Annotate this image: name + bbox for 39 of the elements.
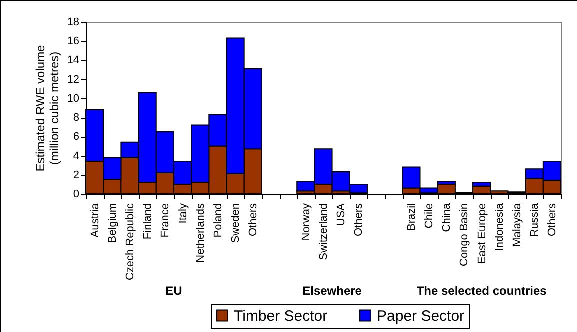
x-tick-label: Congo Basin: [458, 204, 471, 266]
x-tick-label: Sweden: [230, 204, 242, 244]
x-tick-label: Italy: [177, 203, 190, 224]
x-tick-label: Austria: [89, 202, 102, 238]
y-tick-label: 8: [73, 112, 80, 124]
x-tick-label: Russia: [529, 202, 542, 238]
x-tick-label: China: [441, 202, 454, 232]
x-tick-label: Brazil: [406, 204, 418, 232]
x-tick-label: Finland: [142, 204, 154, 240]
x-tick-label: Belgium: [106, 204, 119, 244]
x-tick-label: Czech Republic: [124, 203, 136, 281]
y-tick-label: 12: [67, 74, 80, 86]
text: The selected countries: [416, 284, 548, 298]
x-tick-label: Switzerland: [318, 204, 330, 260]
y-tick-label: 6: [73, 131, 80, 144]
y-tick-label: 4: [73, 150, 80, 162]
x-tick-label: Others: [248, 203, 260, 237]
x-tick-label: Others: [353, 203, 366, 237]
legend-label: Paper Sector: [377, 308, 465, 325]
y-tick-label: 18: [67, 16, 80, 28]
legend-label: Timber Sector: [234, 308, 328, 325]
text: EU: [166, 284, 182, 298]
x-tick-label: Others: [546, 203, 559, 237]
y-axis-title: Estimated RWE volume (million cubic metres): [33, 44, 62, 172]
y-tick-label: 16: [67, 36, 80, 48]
x-tick-label: Norway: [300, 203, 312, 241]
x-tick-label: Malaysia: [512, 202, 524, 247]
x-tick-label: Poland: [212, 204, 224, 238]
y-tick-label: 14: [67, 54, 80, 67]
x-tick-label: East Europe: [476, 204, 488, 264]
text: Elsewhere: [302, 284, 362, 298]
x-tick-label: Indonesia: [494, 202, 506, 252]
x-tick-label: Netherlands: [194, 203, 207, 263]
y-tick-label: 0: [73, 188, 80, 200]
x-tick-label: France: [160, 204, 172, 238]
y-tick-label: 2: [73, 169, 80, 182]
y-tick-label: 10: [67, 92, 80, 105]
x-tick-label: Chile: [424, 204, 436, 229]
x-tick-label: USA: [336, 202, 348, 226]
